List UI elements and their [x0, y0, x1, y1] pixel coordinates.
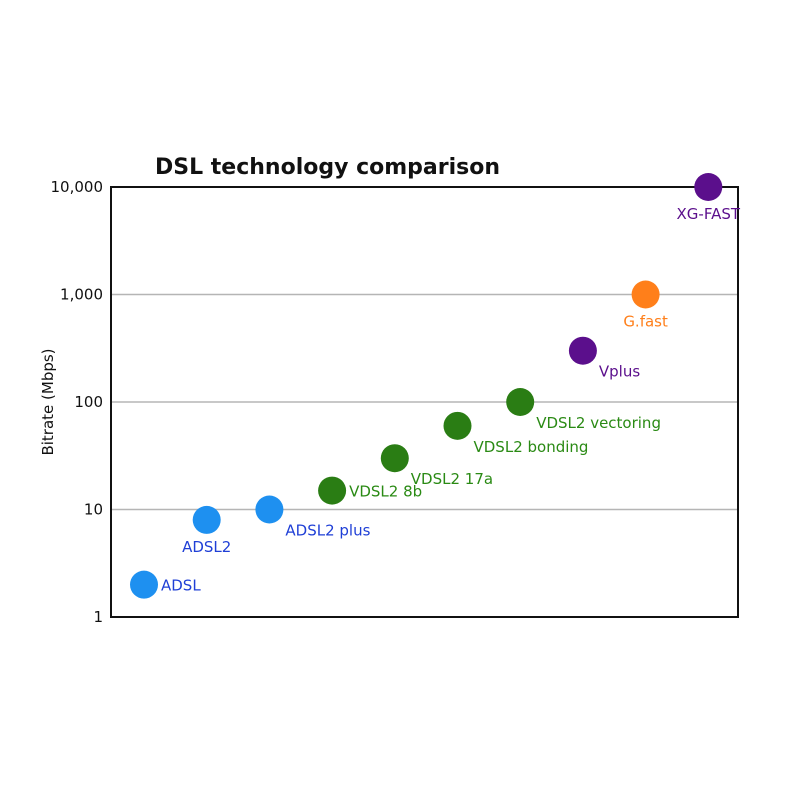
- data-point-label: VDSL2 17a: [411, 470, 493, 488]
- data-point-marker: [318, 476, 347, 505]
- data-point-marker: [568, 336, 597, 365]
- data-point-label: ADSL: [161, 577, 201, 595]
- y-tick-label: 1,000: [60, 286, 103, 304]
- y-tick-label: 1: [93, 608, 103, 626]
- data-point-label: ADSL2 plus: [285, 522, 370, 540]
- data-point: VDSL2 8b: [318, 476, 422, 505]
- y-axis-label: Bitrate (Mbps): [39, 348, 57, 455]
- data-point-marker: [255, 495, 284, 524]
- data-point: Vplus: [568, 336, 640, 381]
- y-tick-label: 100: [74, 393, 103, 411]
- y-tick-label: 10,000: [51, 178, 104, 196]
- data-point-marker: [506, 388, 535, 416]
- data-point: G.fast: [623, 280, 668, 331]
- data-point: XG-FAST: [677, 173, 741, 223]
- data-point-label: G.fast: [623, 313, 668, 331]
- y-tick-label: 10: [84, 501, 103, 519]
- data-point: ADSL2 plus: [255, 495, 371, 540]
- data-point: VDSL2 17a: [380, 444, 493, 488]
- data-point-marker: [631, 280, 660, 309]
- data-point-label: XG-FAST: [677, 205, 741, 223]
- data-point-marker: [694, 173, 723, 201]
- data-point-label: Vplus: [599, 363, 640, 381]
- chart-title: DSL technology comparison: [155, 155, 500, 180]
- data-point-marker: [443, 411, 472, 440]
- data-point-marker: [380, 444, 409, 473]
- plot-frame: [110, 186, 739, 618]
- data-point-label: VDSL2 bonding: [474, 438, 589, 456]
- y-axis-ticks: 1 10 100 1,000 10,000: [51, 178, 104, 626]
- data-point-label: VDSL2 8b: [349, 483, 422, 501]
- data-point: ADSL2: [182, 505, 231, 556]
- data-point-label: ADSL2: [182, 538, 231, 556]
- data-point-marker: [192, 505, 221, 534]
- data-point-label: VDSL2 vectoring: [536, 414, 661, 432]
- data-point: VDSL2 bonding: [443, 411, 589, 456]
- data-point: ADSL: [130, 570, 201, 599]
- data-point-marker: [130, 570, 158, 599]
- data-point: VDSL2 vectoring: [506, 388, 661, 432]
